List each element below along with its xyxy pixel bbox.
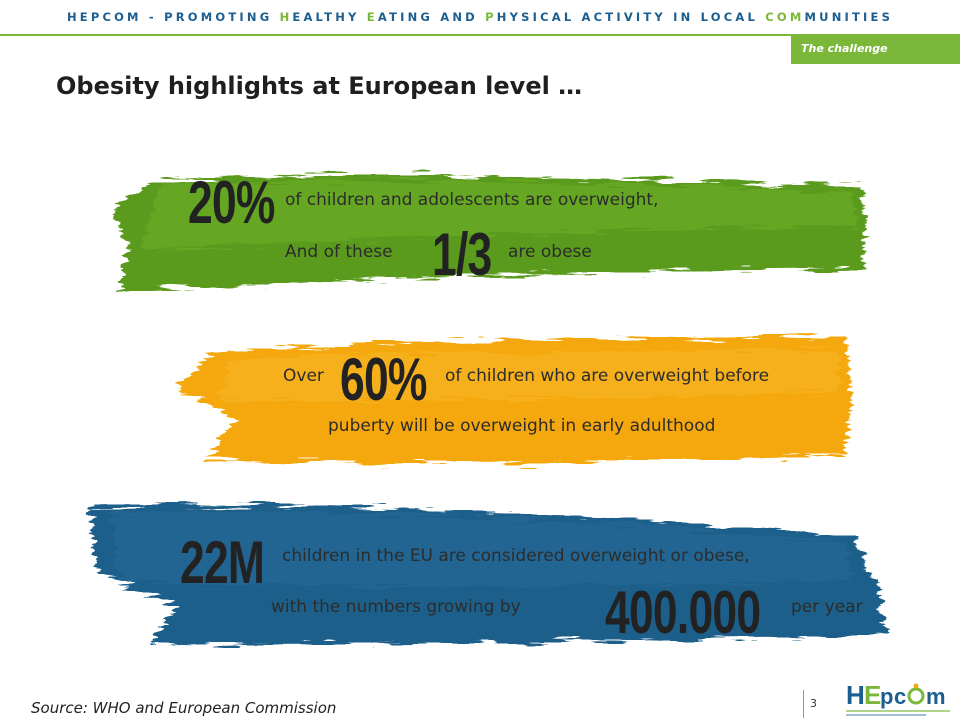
- svg-text:p: p: [880, 684, 893, 709]
- section-tag: The challenge: [791, 36, 960, 64]
- banner-part: E: [366, 10, 378, 24]
- stat2-line1: of children who are overweight before: [445, 366, 770, 386]
- header-rule: [0, 34, 960, 36]
- green-band: [112, 174, 866, 292]
- stat1-line1: of children and adolescents are overweig…: [285, 190, 659, 210]
- stat2-prefix: Over: [283, 366, 324, 386]
- stat-value-20-percent: 20%: [188, 169, 275, 236]
- page-number: 3: [810, 697, 817, 710]
- source-citation: Source: WHO and European Commission: [31, 699, 337, 717]
- stat3-line2-prefix: with the numbers growing by: [271, 597, 521, 617]
- stat3-line2-suffix: per year: [791, 597, 863, 617]
- orange-band: [176, 336, 852, 463]
- svg-text:c: c: [894, 684, 906, 709]
- banner-part: MUNITIES: [804, 10, 894, 24]
- svg-text:H: H: [846, 680, 864, 710]
- stat3-line1: children in the EU are considered overwe…: [282, 546, 750, 566]
- banner-part: COM: [765, 10, 805, 24]
- header-banner-title: HEPCOM - PROMOTING HEALTHY EATING AND PH…: [0, 10, 960, 24]
- svg-text:m: m: [926, 684, 946, 709]
- stat1-line2-suffix: are obese: [508, 242, 592, 262]
- banner-part: EALTHY: [292, 10, 367, 24]
- banner-part: HYSICAL ACTIVITY IN LOCAL: [496, 10, 766, 24]
- stat2-line2: puberty will be overweight in early adul…: [328, 416, 716, 436]
- slide-title: Obesity highlights at European level …: [56, 72, 583, 100]
- svg-text:E: E: [864, 680, 881, 710]
- banner-part: P: [485, 10, 497, 24]
- banner-part: ATING AND: [377, 10, 486, 24]
- stat1-line2-prefix: And of these: [285, 242, 393, 262]
- stat-value-one-third: 1/3: [432, 221, 492, 288]
- stat-value-400000: 400.000: [605, 579, 761, 646]
- banner-part: HEPCOM - PROMOTING: [66, 10, 280, 24]
- stat-value-22m: 22M: [180, 529, 265, 596]
- blue-band: [90, 504, 888, 645]
- header-bar: HEPCOM - PROMOTING HEALTHY EATING AND PH…: [0, 0, 960, 36]
- banner-part: H: [279, 10, 293, 24]
- footer-divider: [803, 690, 804, 718]
- stat-value-60-percent: 60%: [340, 346, 427, 413]
- hepcom-logo: H E p c m: [846, 680, 950, 716]
